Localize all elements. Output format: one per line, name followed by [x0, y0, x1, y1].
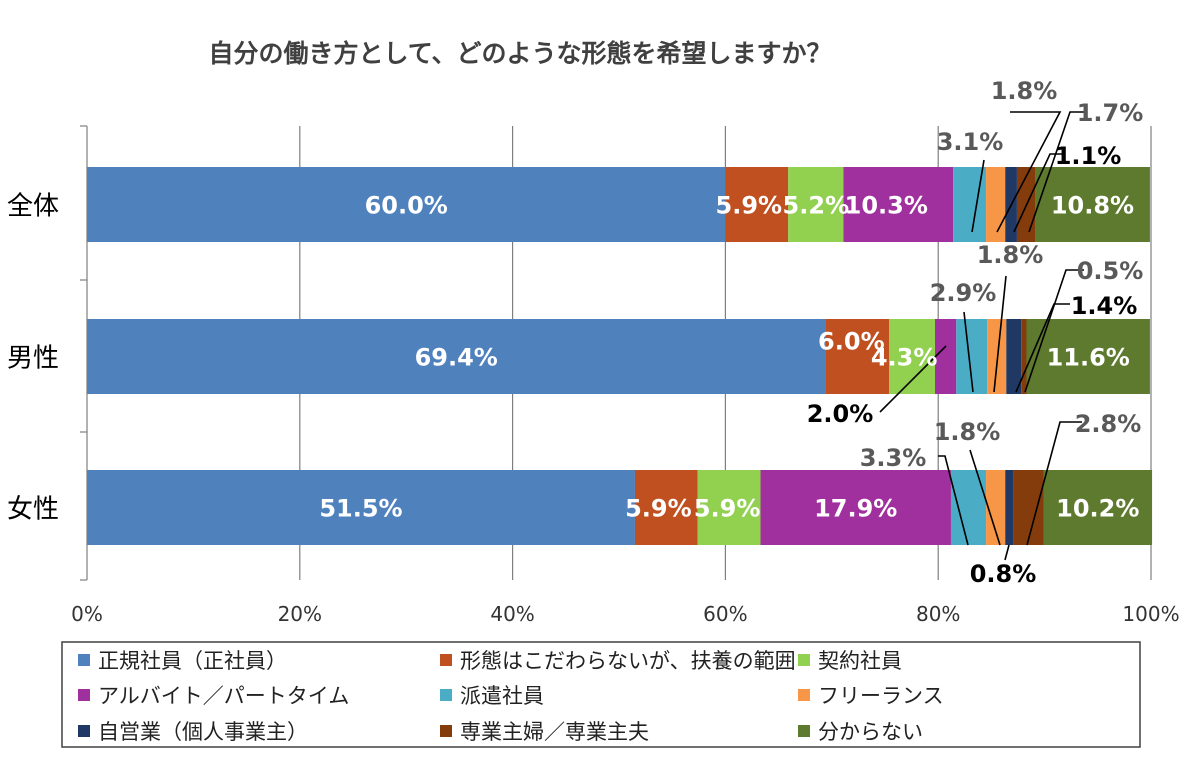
bar-segment [889, 319, 936, 394]
legend-swatch [798, 689, 810, 701]
data-label: 3.3% [860, 444, 927, 472]
data-label: 5.9% [625, 495, 692, 523]
legend-swatch [78, 689, 90, 701]
leader-line [996, 111, 1062, 233]
x-tick-label: 0% [71, 602, 103, 626]
data-label: 2.8% [1075, 410, 1142, 438]
legend-swatch [798, 725, 810, 737]
legend-swatch [798, 654, 810, 666]
x-tick-label: 20% [278, 602, 322, 626]
legend-swatch [78, 654, 90, 666]
legend-label: 契約社員 [818, 649, 902, 673]
bar-segment [987, 319, 1007, 394]
legend-label: アルバイト／パートタイム [98, 684, 349, 708]
leader-line [971, 159, 985, 233]
legend-swatch [440, 689, 452, 701]
bar-segment [843, 167, 954, 242]
bar-segment [87, 167, 726, 242]
legend-label: 派遣社員 [460, 684, 544, 708]
category-label: 女性 [7, 495, 59, 525]
x-tick-label: 60% [703, 602, 747, 626]
bar-segment [1026, 319, 1150, 394]
data-label: 2.0% [807, 400, 874, 428]
bar-segment [760, 470, 951, 545]
data-label: 10.2% [1056, 495, 1139, 523]
bar-segment [986, 470, 1006, 545]
legend-swatch [440, 654, 452, 666]
legend: 正規社員（正社員） 形態はこだわらないが、扶養の範囲 契約社員アルバイト／パートタイ… [61, 641, 1141, 748]
category-label: 全体 [7, 192, 59, 222]
data-label: 1.8% [977, 241, 1044, 269]
legend-label: 自営業（個人事業主） [98, 720, 308, 744]
data-label: 3.1% [937, 128, 1004, 156]
data-label: 1.7% [1077, 99, 1144, 127]
data-label: 1.1% [1055, 142, 1122, 170]
data-label: 69.4% [415, 344, 498, 372]
data-label: 1.8% [991, 77, 1058, 105]
leader-line [879, 345, 947, 413]
x-tick-label: 80% [916, 602, 960, 626]
data-label: 51.5% [319, 495, 402, 523]
legend-label: 正規社員（正社員） [98, 649, 287, 673]
bar-segment [87, 470, 635, 545]
data-label: 60.0% [365, 192, 448, 220]
data-label: 1.4% [1071, 292, 1138, 320]
data-label: 5.2% [783, 192, 850, 220]
x-tick-labels: 0% 20% 40% 60% 80% 100% [71, 602, 1179, 626]
x-tick-label: 40% [490, 602, 534, 626]
chart-title: 自分の働き方として、どのような形態を希望しますか？ [208, 39, 831, 68]
bar-segment [1035, 167, 1150, 242]
legend-label: フリーランス [818, 684, 944, 708]
bar-segment [634, 470, 698, 545]
bar-segment [1021, 319, 1027, 394]
bar-segment [825, 319, 890, 394]
data-label: 5.9% [716, 192, 783, 220]
data-label: 2.9% [930, 279, 997, 307]
bar-segment [1043, 470, 1153, 545]
x-tick-label: 100% [1122, 602, 1179, 626]
bar-segment [87, 319, 826, 394]
leader-line [938, 455, 969, 546]
legend-box [61, 641, 1141, 748]
bar-segment [950, 470, 987, 545]
leader-line [963, 311, 974, 393]
leader-line [1026, 421, 1082, 546]
legend-swatch [78, 725, 90, 737]
bars [87, 167, 1153, 545]
bar-segment [697, 470, 761, 545]
data-label: 11.6% [1047, 344, 1130, 372]
leader-line [1028, 111, 1084, 233]
data-label: 17.9% [814, 495, 897, 523]
leader-line [1004, 544, 1010, 561]
data-label: 4.3% [871, 344, 938, 372]
bar-segment [935, 319, 957, 394]
bar-segment [1006, 319, 1022, 394]
leader-line [993, 275, 1007, 393]
legend-label: 専業主婦／専業主夫 [460, 720, 649, 744]
legend-label: 分からない [818, 720, 923, 744]
data-labels: 60.0% 5.9% 5.2%10.3%3.1%1.8%1.1%1.7%10.8%6… [319, 77, 1143, 588]
bar-segment [725, 167, 789, 242]
bar-segment [1013, 470, 1044, 545]
leader-lines [879, 111, 1084, 561]
data-label: 0.5% [1077, 257, 1144, 285]
data-label: 10.8% [1051, 192, 1134, 220]
bar-segment [986, 167, 1006, 242]
leader-line [1024, 269, 1084, 393]
leader-line [1013, 153, 1062, 233]
data-label: 1.8% [934, 418, 1001, 446]
data-label: 5.9% [694, 495, 761, 523]
bar-segment [1005, 470, 1014, 545]
bar-segment [788, 167, 844, 242]
data-label: 10.3% [845, 192, 928, 220]
leader-line [969, 449, 1001, 546]
data-label: 6.0% [818, 328, 885, 356]
data-label: 0.8% [970, 560, 1037, 588]
category-label: 男性 [7, 344, 59, 374]
legend-swatch [440, 725, 452, 737]
legend-label: 形態はこだわらないが、扶養の範囲 [460, 649, 796, 673]
